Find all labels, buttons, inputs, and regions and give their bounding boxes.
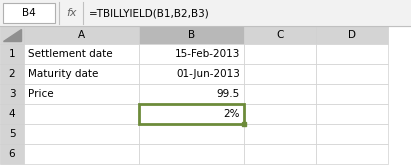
Bar bbox=[244, 26, 316, 44]
Text: A: A bbox=[78, 30, 85, 40]
Bar bbox=[316, 144, 388, 164]
Bar bbox=[244, 104, 316, 124]
Text: 1: 1 bbox=[9, 49, 15, 59]
Bar bbox=[0, 44, 24, 64]
Bar bbox=[316, 26, 388, 44]
Text: C: C bbox=[276, 30, 284, 40]
Bar bbox=[139, 124, 244, 144]
Bar bbox=[316, 44, 388, 64]
Bar bbox=[24, 84, 139, 104]
Bar bbox=[244, 144, 316, 164]
Text: 99.5: 99.5 bbox=[217, 89, 240, 99]
Bar bbox=[0, 64, 24, 84]
Bar bbox=[0, 124, 24, 144]
Bar bbox=[0, 104, 24, 124]
Bar bbox=[139, 144, 244, 164]
Text: 4: 4 bbox=[9, 109, 15, 119]
Bar bbox=[139, 64, 244, 84]
Bar bbox=[24, 124, 139, 144]
Bar bbox=[139, 104, 244, 124]
Bar bbox=[24, 26, 139, 44]
Text: Settlement date: Settlement date bbox=[28, 49, 113, 59]
Bar bbox=[139, 104, 244, 124]
Bar bbox=[0, 144, 24, 164]
Bar bbox=[242, 122, 246, 126]
Bar bbox=[244, 44, 316, 64]
Bar bbox=[244, 124, 316, 144]
Bar bbox=[316, 104, 388, 124]
Bar bbox=[24, 104, 139, 124]
Bar bbox=[316, 84, 388, 104]
Text: fx: fx bbox=[66, 8, 76, 18]
Text: B4: B4 bbox=[22, 8, 36, 18]
Text: B: B bbox=[188, 30, 195, 40]
Text: Price: Price bbox=[28, 89, 53, 99]
Bar bbox=[24, 64, 139, 84]
Text: 2: 2 bbox=[9, 69, 15, 79]
Bar bbox=[24, 144, 139, 164]
Bar bbox=[24, 44, 139, 64]
Polygon shape bbox=[3, 29, 21, 41]
Text: 6: 6 bbox=[9, 149, 15, 159]
Bar bbox=[0, 84, 24, 104]
Bar bbox=[139, 84, 244, 104]
Bar bbox=[0, 26, 24, 44]
Text: 01-Jun-2013: 01-Jun-2013 bbox=[176, 69, 240, 79]
Bar bbox=[139, 26, 244, 44]
Bar bbox=[139, 44, 244, 64]
Bar bbox=[244, 84, 316, 104]
Bar bbox=[0, 0, 411, 26]
Text: Maturity date: Maturity date bbox=[28, 69, 98, 79]
Text: 15-Feb-2013: 15-Feb-2013 bbox=[175, 49, 240, 59]
Text: D: D bbox=[348, 30, 356, 40]
Bar bbox=[244, 64, 316, 84]
Text: 5: 5 bbox=[9, 129, 15, 139]
Text: 3: 3 bbox=[9, 89, 15, 99]
Bar bbox=[316, 124, 388, 144]
Text: =TBILLYIELD(B1,B2,B3): =TBILLYIELD(B1,B2,B3) bbox=[89, 8, 210, 18]
Bar bbox=[3, 3, 55, 23]
Bar bbox=[316, 64, 388, 84]
Text: 2%: 2% bbox=[224, 109, 240, 119]
